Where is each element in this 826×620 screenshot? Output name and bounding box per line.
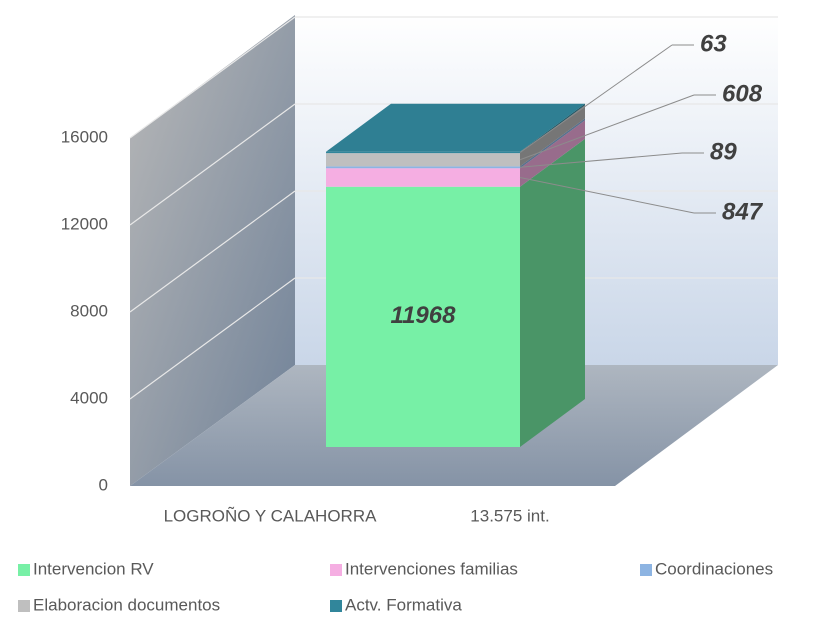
bar-segment: [326, 168, 520, 187]
leader-line: [519, 176, 695, 214]
y-tick-label: 12000: [61, 214, 108, 233]
value-label: 63: [700, 30, 727, 57]
category-label: LOGROÑO Y CALAHORRA: [164, 506, 378, 525]
bar-top: [326, 103, 585, 152]
leader-line: [519, 94, 695, 161]
bar-segment: [326, 186, 520, 448]
value-label: 89: [710, 138, 737, 165]
y-tick-label: 8000: [70, 301, 108, 320]
y-tick-label: 0: [99, 475, 108, 494]
legend-swatch: [18, 564, 30, 576]
legend-label: Elaboracion documentos: [33, 595, 220, 614]
bar-segment: [326, 166, 520, 169]
y-tick-label: 16000: [61, 127, 108, 146]
grid-line: [129, 16, 296, 139]
legend-swatch: [330, 564, 342, 576]
grid-line: [129, 277, 296, 400]
legend-swatch: [640, 564, 652, 576]
legend-swatch: [18, 600, 30, 612]
legend-swatch: [330, 600, 342, 612]
legend-label: Coordinaciones: [655, 559, 773, 578]
value-label: 11968: [391, 302, 457, 329]
bar-segment: [326, 151, 520, 154]
value-label: 847: [722, 198, 764, 225]
bar-side: [520, 138, 585, 448]
bar-side: [520, 120, 585, 187]
y-tick-label: 4000: [70, 388, 108, 407]
value-label: 608: [722, 80, 763, 107]
leader-line: [519, 44, 673, 153]
bar-segment: [326, 153, 520, 167]
legend-label: Actv. Formativa: [345, 595, 462, 614]
legend-label: Intervencion RV: [33, 559, 154, 578]
bar-side: [520, 118, 585, 169]
grid-line: [129, 103, 296, 226]
legend-label: Intervenciones familias: [345, 559, 518, 578]
bar-side: [520, 105, 585, 167]
annotation: 13.575 int.: [470, 506, 549, 525]
leader-line: [519, 152, 683, 168]
grid-line: [129, 190, 296, 313]
